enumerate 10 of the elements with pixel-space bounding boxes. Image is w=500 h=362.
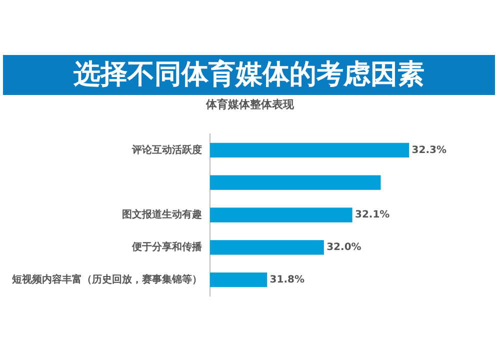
data-label: 31.8% [270,274,305,286]
y-tick-label: 评论互动活跃度 [131,144,202,156]
data-label: 32.1% [355,210,390,221]
y-tick-label: 便于分享和传播 [131,240,203,253]
chart-title: 选择不同体育媒体的考虑因素 [3,55,495,95]
y-tick-label: 短视频内容丰富（历史回放，赛事集锦等） [11,273,202,286]
chart-subtitle: 体育媒体整体表现 [204,97,295,112]
data-label: 32.0% [326,242,362,253]
data-label: 32.3% [412,144,447,156]
y-tick-label: 图文报道生动有趣 [122,208,202,221]
